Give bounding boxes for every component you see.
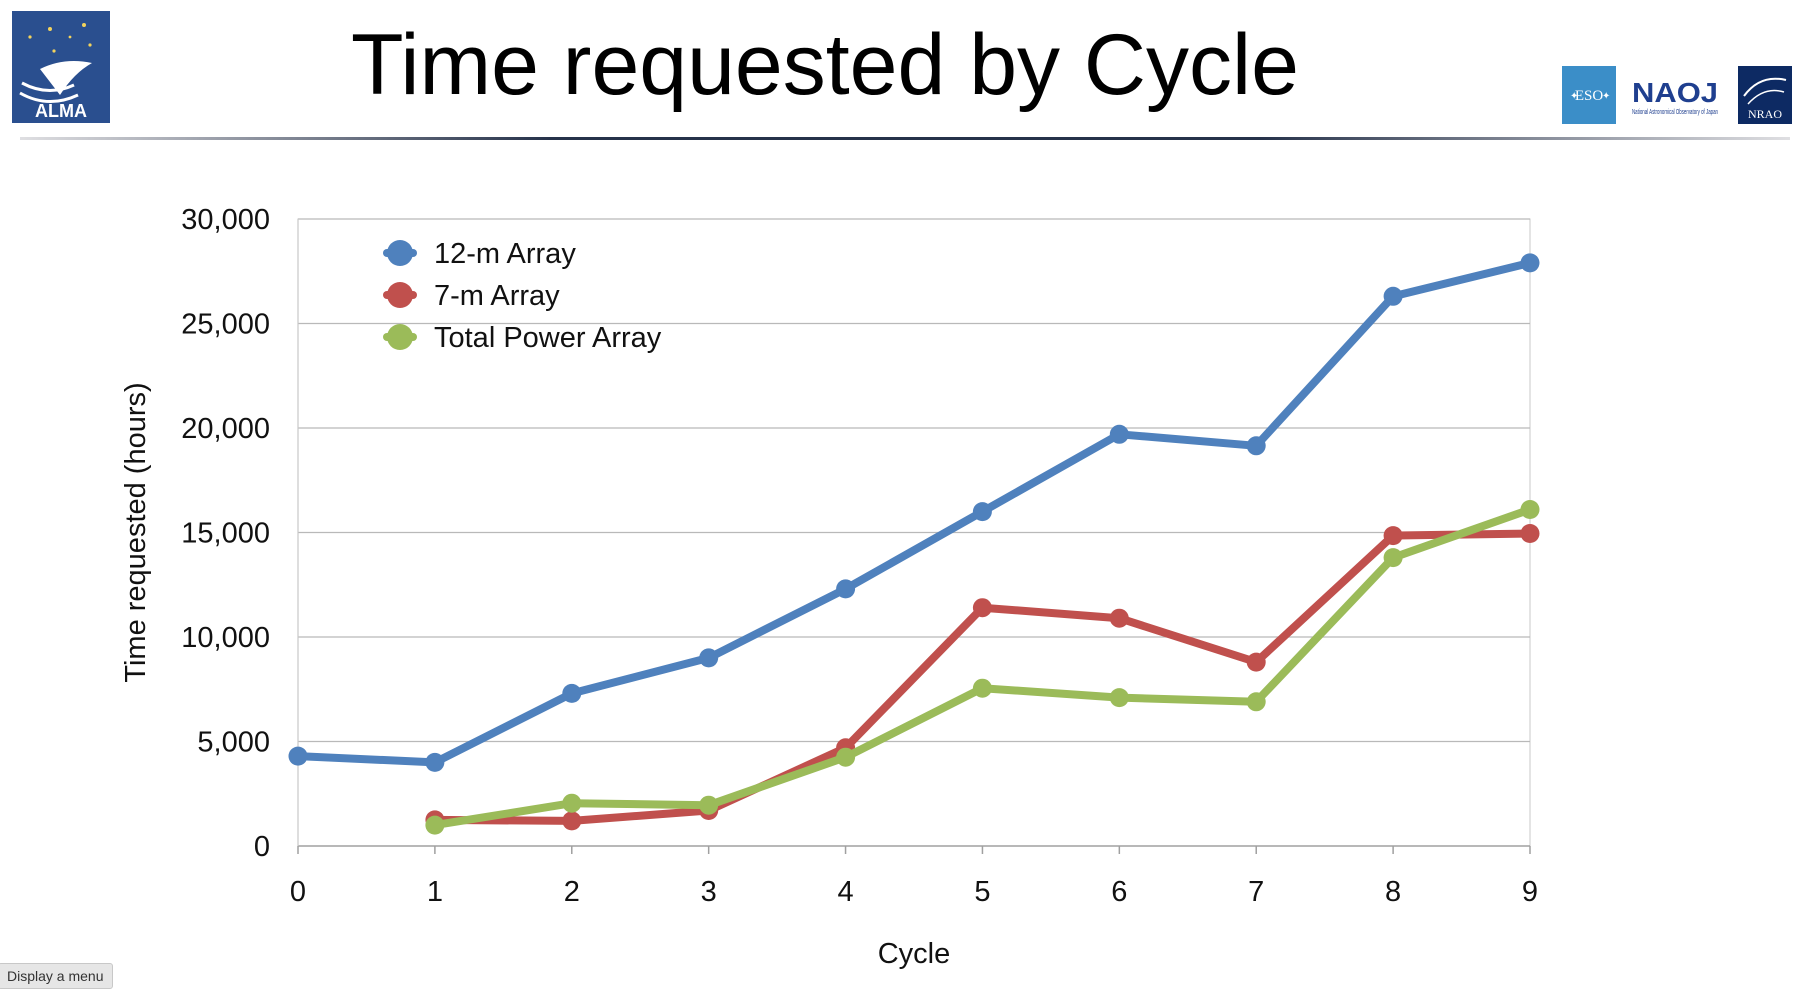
data-point [288, 746, 308, 766]
y-axis-label: Time requested (hours) [120, 382, 152, 682]
legend-label: 7-m Array [434, 280, 560, 312]
naoj-logo-subtext: National Astronomical Observatory of Jap… [1632, 109, 1718, 116]
alma-logo-text: ALMA [35, 101, 87, 121]
data-point [562, 811, 582, 831]
data-point [425, 752, 445, 772]
legend-label: 12-m Array [434, 238, 576, 270]
x-tick-label: 0 [290, 876, 306, 908]
x-tick-label: 2 [564, 876, 580, 908]
x-tick-label: 9 [1522, 876, 1538, 908]
svg-text:✦: ✦ [1602, 91, 1610, 102]
data-point [1246, 436, 1266, 456]
nrao-logo: NRAO [1738, 66, 1792, 124]
naoj-logo-text: NAOJ [1632, 77, 1718, 108]
legend-marker [387, 324, 413, 350]
data-point [972, 678, 992, 698]
series-2 [425, 500, 1540, 835]
header-divider [20, 137, 1790, 140]
legend-label: Total Power Array [434, 322, 662, 354]
page-title: Time requested by Cycle [351, 17, 1299, 113]
series-line [430, 529, 1534, 825]
y-tick-label: 5,000 [197, 727, 270, 759]
data-point [1520, 253, 1540, 273]
alma-logo: ALMA [12, 11, 110, 123]
y-tick-label: 25,000 [181, 309, 270, 341]
data-point [1520, 500, 1540, 519]
x-tick-label: 4 [837, 876, 853, 908]
series [288, 253, 1540, 835]
svg-text:✦: ✦ [1570, 91, 1578, 102]
eso-logo: ESO ✦ ✦ [1562, 66, 1616, 124]
eso-logo-text: ESO [1575, 88, 1604, 104]
y-tick-label: 0 [254, 831, 270, 863]
legend-marker [387, 282, 413, 308]
series-1 [425, 524, 1540, 831]
data-point [836, 747, 856, 767]
y-tick-label: 20,000 [181, 413, 270, 445]
x-tick-label: 7 [1248, 876, 1264, 908]
data-point [836, 579, 856, 599]
x-tick-label: 1 [427, 876, 443, 908]
data-point [562, 793, 582, 813]
data-point [1109, 688, 1129, 708]
display-menu-button[interactable]: Display a menu [0, 963, 113, 989]
x-tick-label: 5 [974, 876, 990, 908]
data-point [972, 502, 992, 522]
data-point [699, 648, 719, 668]
data-point [1109, 608, 1129, 628]
data-point [1383, 548, 1403, 568]
naoj-logo: NAOJ National Astronomical Observatory o… [1632, 77, 1718, 116]
nrao-logo-text: NRAO [1748, 107, 1782, 121]
data-point [1383, 526, 1403, 546]
y-tick-label: 10,000 [181, 622, 270, 654]
x-axis-label: Cycle [878, 938, 951, 970]
data-point [1520, 524, 1540, 543]
series-line [294, 258, 1534, 767]
legend: 12-m Array 7-m Array Total Power Array [383, 238, 662, 354]
data-point [425, 815, 445, 835]
axes: 0 5,000 10,000 15,000 20,000 25,000 30,000 0 1 2 3… [120, 204, 1538, 970]
data-point [1246, 652, 1266, 672]
data-point [1109, 424, 1129, 444]
data-point [1383, 286, 1403, 306]
y-tick-label: 30,000 [181, 204, 270, 236]
data-point [562, 683, 582, 703]
x-tick-label: 8 [1385, 876, 1401, 908]
series-0 [288, 253, 1540, 772]
data-point [1246, 692, 1266, 712]
gridlines [298, 218, 1530, 743]
x-tick-label: 3 [701, 876, 717, 908]
x-tick-label: 6 [1111, 876, 1127, 908]
data-point [972, 598, 992, 618]
y-tick-label: 15,000 [181, 518, 270, 550]
data-point [699, 795, 719, 815]
legend-marker [387, 240, 413, 266]
